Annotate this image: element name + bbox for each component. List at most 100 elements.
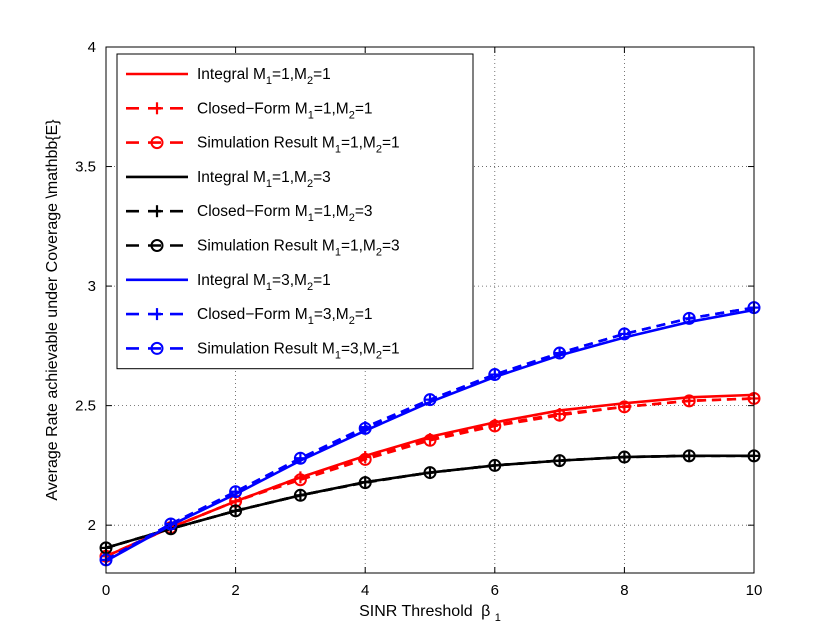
legend-entry: Closed−Form M1=3,M2=1 — [126, 306, 373, 327]
circle-marker — [682, 311, 696, 325]
y-tick-label: 3 — [88, 278, 96, 295]
data-point — [293, 488, 307, 502]
x-tick-label: 4 — [361, 582, 369, 599]
series-line — [105, 454, 754, 550]
data-point — [682, 311, 696, 325]
legend-label: Integral M1=3,M2=1 — [197, 272, 331, 293]
circle-marker — [358, 452, 372, 466]
circle-marker — [553, 346, 567, 360]
circle-marker — [553, 408, 567, 422]
data-point — [229, 504, 243, 518]
data-point — [358, 476, 372, 490]
legend-entry: Simulation Result M1=3,M2=1 — [126, 340, 400, 361]
data-point — [423, 433, 437, 447]
circle-marker — [150, 136, 164, 150]
circle-marker — [488, 458, 502, 472]
data-point — [164, 517, 178, 531]
legend-label: Integral M1=1,M2=3 — [197, 169, 331, 190]
circle-marker — [617, 400, 631, 414]
legend: Integral M1=1,M2=1 Closed−Form M1=1,M2=1 S… — [116, 53, 474, 370]
legend-label: Simulation Result M1=3,M2=1 — [197, 340, 400, 361]
data-point — [682, 449, 696, 463]
y-tick-label: 3.5 — [75, 159, 96, 176]
data-point — [553, 408, 567, 422]
data-point — [294, 452, 307, 465]
circle-marker — [358, 476, 372, 490]
data-point — [488, 368, 501, 381]
circle-marker — [358, 421, 372, 435]
legend-label: Integral M1=1,M2=1 — [197, 66, 331, 87]
x-tick-label: 6 — [491, 582, 499, 599]
circle-marker — [682, 394, 696, 408]
legend-label: Closed−Form M1=1,M2=1 — [197, 100, 373, 121]
series-9 — [99, 301, 761, 567]
legend-entry: Integral M1=1,M2=3 — [126, 169, 331, 190]
legend-marker — [151, 205, 163, 218]
data-point — [617, 450, 631, 464]
legend-marker — [150, 341, 164, 355]
data-point — [358, 452, 372, 466]
circle-marker — [150, 239, 164, 252]
circle-marker — [293, 473, 307, 487]
y-axis-label: Average Rate achievable under Coverage \… — [44, 119, 61, 501]
circle-marker — [150, 341, 164, 355]
x-tick-label: 10 — [746, 582, 763, 599]
data-point — [164, 517, 177, 530]
legend-label: Closed−Form M1=3,M2=1 — [197, 306, 373, 327]
data-point — [423, 466, 437, 480]
data-point — [358, 421, 372, 435]
x-axis-label-symbol: β — [481, 603, 490, 620]
circle-marker — [229, 485, 243, 499]
y-tick-label: 2.5 — [75, 398, 96, 415]
data-point — [553, 454, 567, 468]
data-point — [553, 346, 567, 360]
circle-marker — [488, 419, 502, 433]
data-point — [682, 394, 696, 408]
x-axis-label: SINR Threshold β 1 — [359, 603, 501, 624]
circle-marker — [423, 433, 437, 447]
circle-marker — [164, 517, 178, 531]
x-axis-label-text: SINR Threshold — [359, 603, 473, 620]
circle-marker — [682, 449, 696, 463]
data-point — [229, 485, 243, 499]
legend-entry: Integral M1=1,M2=1 — [126, 66, 331, 87]
x-tick-label: 2 — [231, 582, 239, 599]
circle-marker — [617, 450, 631, 464]
legend-marker — [150, 136, 164, 150]
legend-label: Simulation Result M1=1,M2=1 — [197, 135, 400, 156]
y-tick-label: 4 — [88, 39, 96, 56]
circle-marker — [293, 488, 307, 502]
circle-marker — [488, 368, 502, 382]
series-line — [105, 397, 755, 558]
series-line — [105, 306, 755, 561]
circle-marker — [553, 454, 567, 468]
axis-ticks: 0 2 4 6 8 10 2 2.5 3 3.5 4 — [75, 39, 762, 599]
legend-entry: Closed−Form M1=1,M2=1 — [126, 100, 373, 121]
circle-marker — [617, 327, 631, 341]
data-point — [488, 419, 502, 433]
data-point — [229, 485, 242, 498]
data-point — [617, 400, 631, 414]
plot-series — [99, 301, 761, 567]
x-axis-label-subscript: 1 — [495, 612, 501, 624]
data-point — [617, 327, 631, 341]
data-point — [293, 451, 307, 465]
y-tick-label: 2 — [88, 517, 96, 534]
legend-marker — [150, 239, 164, 252]
legend-label: Simulation Result M1=1,M2=3 — [197, 238, 400, 259]
data-point — [488, 368, 502, 382]
x-tick-label: 0 — [102, 582, 110, 599]
x-tick-label: 8 — [620, 582, 628, 599]
legend-label: Closed−Form M1=1,M2=3 — [197, 203, 373, 224]
circle-marker — [423, 466, 437, 480]
legend-entry: Integral M1=3,M2=1 — [126, 272, 331, 293]
axes-box — [105, 46, 755, 574]
legend-entry: Simulation Result M1=1,M2=3 — [126, 238, 400, 259]
data-point — [423, 393, 437, 407]
circle-marker — [423, 393, 437, 407]
legend-entry: Closed−Form M1=1,M2=3 — [126, 203, 373, 224]
circle-marker — [293, 451, 307, 465]
legend-entry: Simulation Result M1=1,M2=1 — [126, 135, 400, 156]
data-point — [293, 473, 307, 487]
